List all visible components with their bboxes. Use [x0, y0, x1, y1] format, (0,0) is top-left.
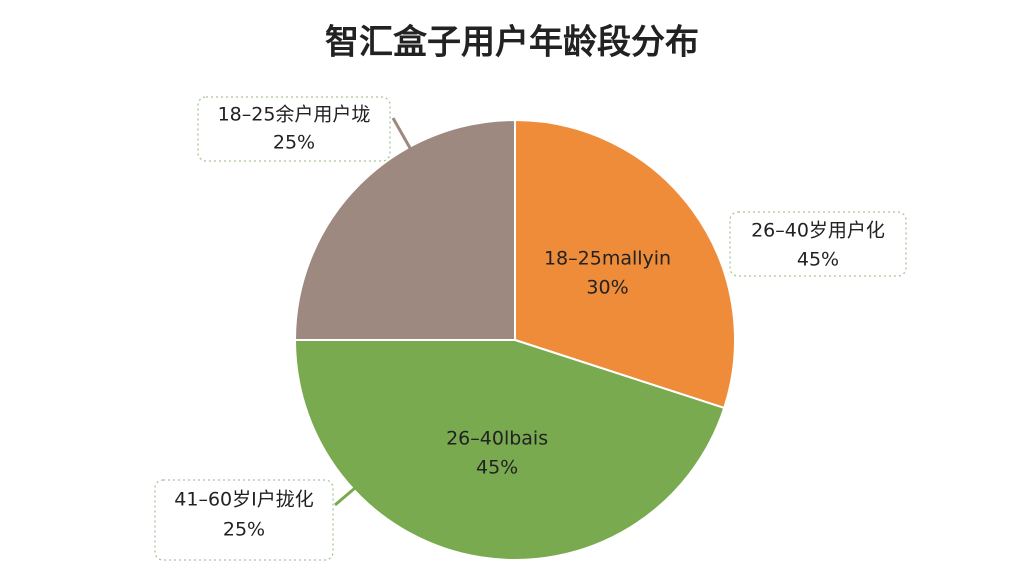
slice-label: 18–25mallyin: [544, 247, 671, 269]
slice-value-label: 30%: [586, 276, 628, 298]
slice-label: 26–40lbais: [446, 427, 548, 449]
callout-label: 41–60岁I户拢化: [174, 489, 313, 511]
pie-slice: [293, 118, 516, 341]
callout-label: 26–40岁用户化: [751, 220, 885, 242]
callout-box: [197, 96, 391, 162]
leader-line: [334, 486, 356, 507]
callout-label: 18–25余户用户垅: [218, 104, 371, 126]
callouts: 18–25余户用户垅 25% 26–40岁用户化 45% 41–60岁I户拢化 …: [154, 96, 907, 561]
callout-value: 25%: [273, 132, 315, 154]
pie-slice: [514, 118, 736, 410]
callout-value: 25%: [223, 519, 265, 541]
chart-title: 智汇盒子用户年龄段分布: [325, 23, 699, 63]
leader-line: [391, 117, 412, 149]
slice-value-label: 45%: [476, 456, 518, 478]
pie-slice: [293, 339, 726, 561]
callout-box: [729, 211, 907, 277]
pie: [293, 118, 736, 561]
callout-box: [154, 479, 334, 561]
callout-value: 45%: [797, 249, 839, 271]
